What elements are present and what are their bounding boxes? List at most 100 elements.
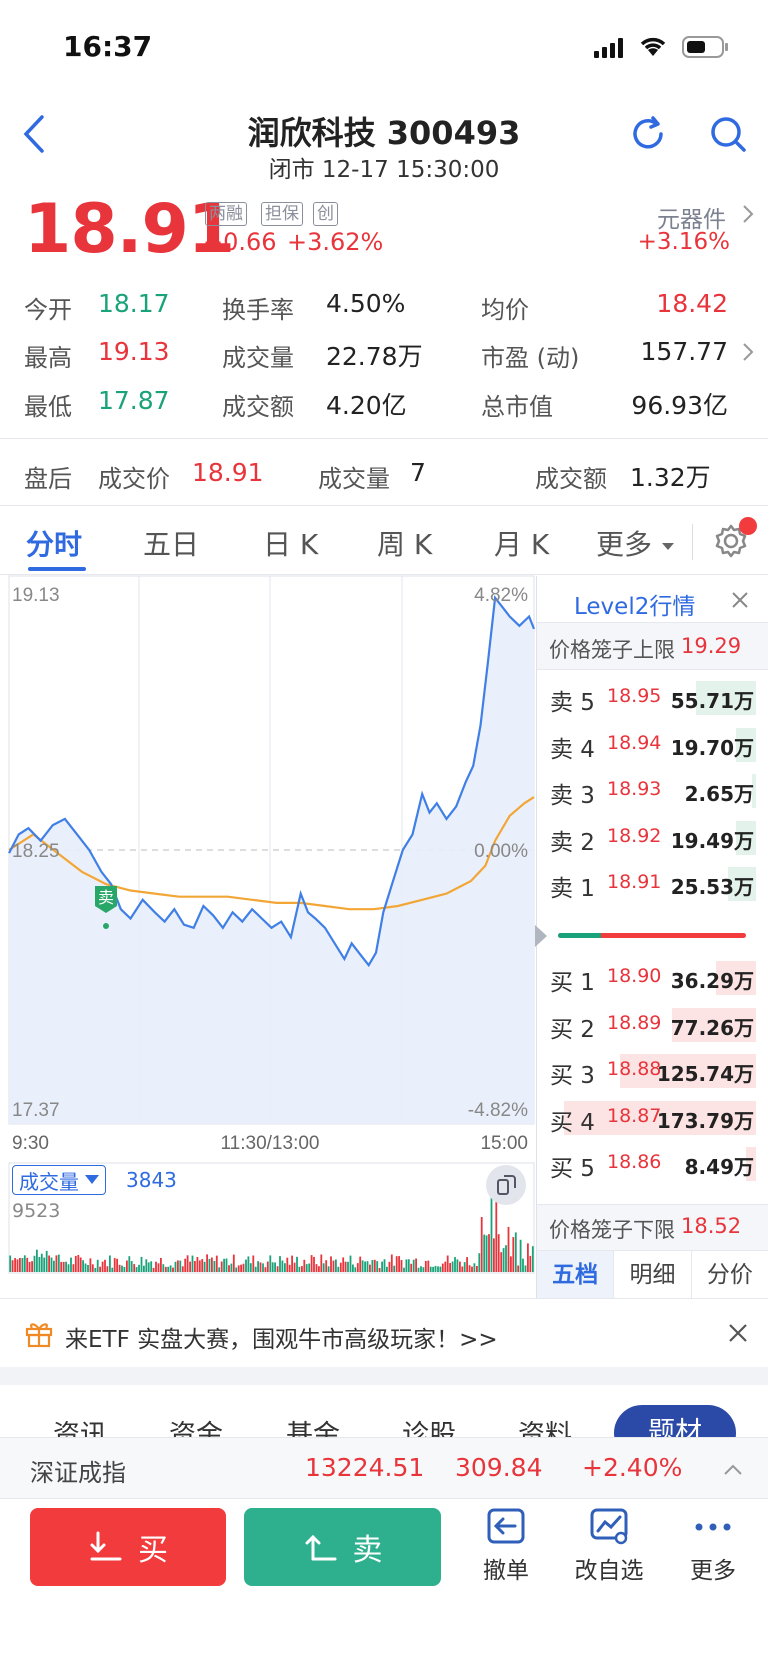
tab-details[interactable]: 明细 [613, 1251, 690, 1299]
gear-icon[interactable] [714, 524, 748, 562]
ask-row[interactable]: 卖 1 18.91 25.53万 [548, 861, 764, 905]
ask-row[interactable]: 卖 4 18.94 19.70万 [548, 722, 764, 766]
section-tab-news[interactable]: 资讯 [53, 1420, 107, 1437]
close-icon[interactable] [728, 1323, 748, 1347]
pe-label[interactable]: 市盈 (动) [481, 344, 580, 372]
more-button[interactable]: 更多 [668, 1507, 758, 1585]
section-tab-funds[interactable]: 基金 [286, 1420, 340, 1437]
section-tab-funds-flow[interactable]: 资金 [169, 1420, 223, 1437]
promo-banner-text[interactable]: 来ETF 实盘大赛，围观牛市高级玩家！>> [65, 1327, 498, 1353]
level-volume: 77.26万 [670, 1015, 754, 1040]
more-icon [695, 1523, 731, 1531]
tab-price-distribution[interactable]: 分价 [690, 1251, 768, 1299]
bid-row[interactable]: 买 4 18.87 173.79万 [548, 1095, 764, 1139]
level-price: 18.91 [607, 871, 662, 893]
index-ticker[interactable] [0, 1437, 768, 1499]
sell-marker[interactable]: 卖 [95, 886, 117, 929]
tab-five-day[interactable]: 五日 [143, 528, 200, 561]
level-volume: 8.49万 [684, 1155, 754, 1179]
volume-bar [347, 1261, 349, 1272]
ask-row[interactable]: 卖 3 18.93 2.65万 [548, 768, 764, 812]
level-label: 买 3 [550, 1063, 595, 1089]
volume-bar [407, 1259, 410, 1272]
volume-bar [519, 1239, 522, 1272]
volume-bar [444, 1261, 447, 1272]
volume-bar [106, 1266, 109, 1272]
promo-banner[interactable] [0, 1299, 768, 1367]
volume-value: 3843 [126, 1168, 177, 1192]
volume-bar [38, 1257, 41, 1272]
buy-button-label: 买 [138, 1533, 168, 1568]
level-volume: 173.79万 [656, 1108, 754, 1133]
chevron-right-icon[interactable] [742, 204, 754, 228]
volume-bar [211, 1257, 213, 1272]
edit-watchlist-button[interactable]: 改自选 [564, 1507, 654, 1585]
volume-bar [383, 1259, 386, 1272]
section-tab-profile[interactable]: 资料 [518, 1420, 572, 1437]
volume-bar [354, 1267, 357, 1272]
volume-bar [215, 1255, 218, 1272]
tab-weekly-k[interactable]: 周 K [377, 528, 433, 561]
turnover-label: 换手率 [222, 296, 294, 324]
amount-value: 4.20亿 [326, 391, 407, 420]
volume-bar [495, 1202, 498, 1272]
volume-bar [177, 1260, 179, 1272]
search-icon[interactable] [708, 114, 748, 158]
tab-more[interactable]: 更多 [596, 528, 653, 561]
volume-bar [369, 1264, 371, 1272]
bid-row[interactable]: 买 3 18.88 125.74万 [548, 1048, 764, 1092]
level2-title[interactable]: Level2行情 [574, 594, 696, 620]
volume-indicator-selector[interactable]: 成交量 [12, 1165, 106, 1195]
tab-daily-k[interactable]: 日 K [263, 528, 319, 561]
bid-row[interactable]: 买 1 18.90 36.29万 [548, 955, 764, 999]
volume-bar [434, 1265, 437, 1272]
chevron-up-icon[interactable] [723, 1461, 743, 1480]
volume-bar [359, 1256, 362, 1272]
volume-bar [191, 1255, 194, 1272]
volume-bar [57, 1254, 60, 1272]
bid-row[interactable]: 买 2 18.89 77.26万 [548, 1002, 764, 1046]
rotate-icon[interactable] [486, 1165, 526, 1205]
buy-button[interactable]: 买 [30, 1508, 226, 1586]
volume-bar [31, 1261, 33, 1272]
ask-row[interactable]: 卖 2 18.92 19.49万 [548, 815, 764, 859]
sector-name[interactable]: 元器件 [657, 207, 726, 233]
section-tab-diagnosis[interactable]: 诊股 [402, 1420, 456, 1437]
volume-bar [203, 1261, 206, 1272]
cancel-order-button[interactable]: 撤单 [461, 1507, 551, 1585]
volume-bar [60, 1261, 63, 1272]
volume-bar [138, 1264, 140, 1272]
section-tab-themes[interactable]: 题材 [614, 1405, 736, 1437]
low-label: 最低 [24, 393, 72, 421]
volume-bar [254, 1266, 257, 1272]
caret-down-icon[interactable] [662, 536, 674, 555]
volume-bar [398, 1256, 400, 1272]
intraday-chart[interactable]: 19.13 18.25 17.37 4.82% 0.00% -4.82% 9:3… [0, 575, 540, 1305]
tab-intraday[interactable]: 分时 [26, 528, 83, 561]
level-volume: 19.70万 [670, 735, 754, 760]
sell-button[interactable]: 卖 [244, 1508, 441, 1586]
after-hours-amount-label: 成交额 [535, 465, 607, 493]
volume-bar [342, 1257, 345, 1272]
chevron-right-icon[interactable] [742, 342, 754, 366]
tab-five-levels[interactable]: 五档 [537, 1251, 614, 1299]
volume-bar [451, 1261, 454, 1272]
bid-row[interactable]: 买 5 18.86 8.49万 [548, 1141, 764, 1185]
volume-bar [356, 1263, 359, 1272]
back-icon[interactable] [22, 114, 46, 158]
cancel-order-icon [487, 1508, 525, 1544]
refresh-icon[interactable] [628, 114, 668, 158]
wifi-icon [638, 34, 668, 62]
tab-monthly-k[interactable]: 月 K [494, 528, 550, 561]
volume-bar [313, 1256, 315, 1272]
close-icon[interactable] [731, 591, 749, 613]
volume-bar [318, 1266, 320, 1272]
ask-row[interactable]: 卖 5 18.95 55.71万 [548, 675, 764, 719]
volume-bar [164, 1266, 167, 1272]
volume-bar [65, 1261, 67, 1272]
x-axis-label-noon: 11:30/13:00 [221, 1133, 320, 1154]
sector-change: +3.16% [637, 229, 730, 255]
pe-value[interactable]: 157.77 [640, 337, 728, 366]
volume-bar [232, 1254, 235, 1272]
volume-bar [291, 1255, 293, 1272]
